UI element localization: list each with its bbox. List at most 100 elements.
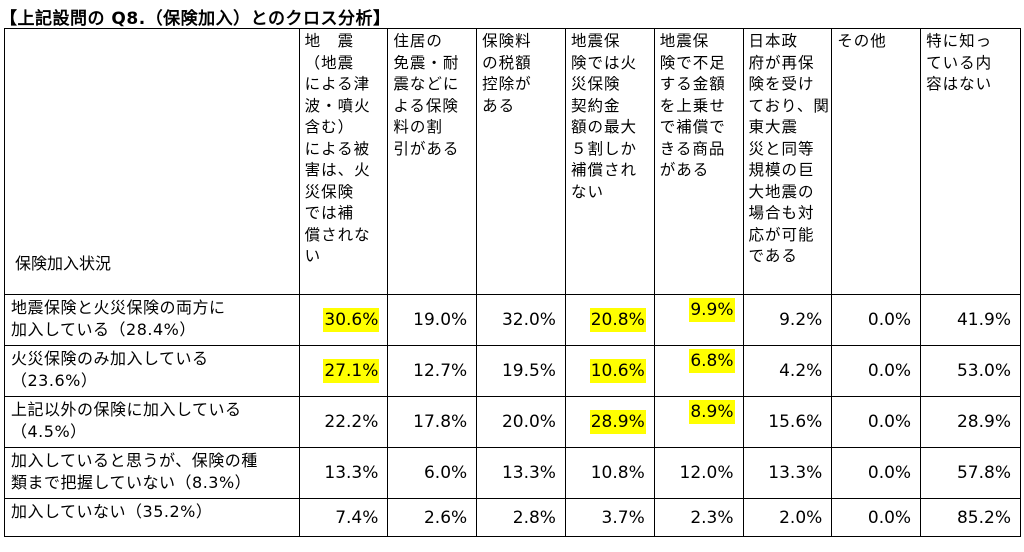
cell-value: 85.2% [956,507,1011,528]
column-header-line: ている内 [926,53,993,72]
cell-value: 19.0% [413,310,468,330]
table-cell: 3.7% [564,498,655,537]
row-label-line: 加入している（28.4%） [11,320,196,339]
cell-value: 15.6% [768,412,823,432]
column-header-line: 控除が [482,75,532,93]
cell-value: 57.8% [956,463,1011,483]
row-label-line: 地震保険と火災保険の両方に [11,298,226,317]
table-row: 地震保険と火災保険の両方に 加入している（28.4%） 30.6% 19.0% 32.0… [4,294,1021,346]
cell-value: 13.3% [768,463,823,483]
column-header-line: ない [570,182,604,201]
table-cell: 28.9% [920,396,1021,448]
column-header-line: ており、関 [748,96,830,115]
column-header-line: 契約金 [570,96,621,115]
cell-value: 19.5% [501,361,556,381]
column-header-line: 場合も対 [748,204,815,222]
cell-value: 2.8% [512,507,556,528]
cell-value: 0.0% [867,310,912,330]
table-cell: 0.0% [831,294,922,346]
table-cell: 0.0% [831,498,922,537]
highlighted-value: 30.6% [323,308,380,332]
column-header-line: 災保険 [304,182,355,201]
column-header-line: 東大震 [748,118,799,136]
row-label-line: （4.5%） [11,422,87,441]
row-label-line: 上記以外の保険に加入している [11,400,242,419]
cell-value: 3.7% [601,507,645,528]
row-label: 地震保険と火災保険の両方に 加入している（28.4%） [4,294,300,346]
row-label-line: （23.6%） [11,371,98,390]
column-header-line: で補償で [659,118,726,136]
column-header: その他 [831,28,922,295]
cell-value: 53.0% [956,361,1011,381]
table-cell: 32.0% [476,294,566,346]
table-cell: 9.9% [653,294,744,346]
column-header: 地震保 険では火 災保険 契約金 額の最大 ５割しか 補償され ない [564,28,655,295]
row-label-line: 加入していると思うが、保険の種 [11,451,258,470]
table-cell: 0.0% [831,396,922,448]
row-label: 火災保険のみ加入している （23.6%） [4,345,300,397]
column-header-line: 容はない [926,75,993,93]
table-cell: 85.2% [920,498,1021,537]
table-cell: 2.6% [387,498,478,537]
column-header-line: 大地震の [748,182,815,201]
column-header-line: 地震保 [570,32,621,50]
cell-value: 22.2% [324,412,379,432]
cell-value: 6.0% [423,463,468,483]
row-label-line: 火災保険のみ加入している [11,349,209,368]
table-cell: 9.2% [742,294,833,346]
table-cell: 8.9% [653,396,744,448]
cell-value: 4.2% [779,361,823,381]
cell-value: 28.9% [956,412,1011,432]
column-header-line: がある [659,161,710,179]
table-cell: 6.0% [387,447,478,499]
table-cell: 13.3% [476,447,566,499]
column-header: 特に知っ ている内 容はない [920,28,1021,295]
table-title: 【上記設問の Q8.（保険加入）とのクロス分析】 [0,9,391,29]
column-header-line: 含む） [304,118,355,136]
table-cell: 20.8% [564,294,655,346]
cross-analysis-table: 保険加入状況 地 震（地震 による津 波・噴火 含む） による被 害は、火 災保険 では補 償さ… [4,28,1021,537]
highlighted-value: 8.9% [689,400,735,424]
table-cell: 12.7% [387,345,478,397]
column-header-line: 震などに [393,75,460,93]
table-cell: 13.3% [298,447,389,499]
column-header-line: ５割しか [570,139,637,158]
cell-value: 2.0% [779,507,823,528]
table-cell: 17.8% [387,396,478,448]
table-cell: 12.0% [653,447,744,499]
column-header-line: 住居の [393,32,443,50]
corner-label: 保険加入状況 [4,28,300,295]
column-header-line: よる保険 [393,96,459,115]
table-row: 加入していない（35.2%） 7.4% 2.6% 2.8% 3.7% 2.3% 2.0% 0.… [4,498,1021,537]
table-cell: 10.6% [564,345,655,397]
column-header-line: きる商品 [659,139,726,158]
column-header-line: 地震保 [659,32,710,50]
table-cell: 7.4% [298,498,389,537]
cell-value: 13.3% [324,463,379,483]
table-cell: 0.0% [831,345,922,397]
header-row: 保険加入状況 地 震（地震 による津 波・噴火 含む） による被 害は、火 災保険 では補 償さ… [4,28,1021,295]
cell-value: 0.0% [867,507,912,528]
column-header-line: 日本政 [748,32,799,50]
column-header-line: 険で不足 [659,53,726,72]
column-header-line: 険を受け [748,75,815,93]
column-header-line: 険では火 [570,53,637,72]
table-body: 地震保険と火災保険の両方に 加入している（28.4%） 30.6% 19.0% 32.0… [4,294,1021,537]
column-header-line: 応が可能 [748,225,815,244]
column-header-line: 保険料 [482,32,532,50]
column-header-line: その他 [837,32,887,50]
cell-value: 2.3% [690,507,734,528]
table-cell: 20.0% [476,396,566,448]
cell-value: 7.4% [335,507,379,528]
table-row: 上記以外の保険に加入している （4.5%） 22.2% 17.8% 20.0% 28.9%… [4,396,1021,448]
column-header-line: い [304,247,322,265]
table-cell: 10.8% [564,447,655,499]
highlighted-value: 28.9% [589,410,646,434]
column-header-line: を上乗せ [659,96,726,115]
column-header-line: 料の割 [393,118,443,136]
column-header-line: の税額 [482,53,532,72]
cell-value: 0.0% [867,412,912,432]
cell-value: 17.8% [413,412,468,432]
cell-value: 12.0% [679,463,734,483]
table-cell: 6.8% [653,345,744,397]
